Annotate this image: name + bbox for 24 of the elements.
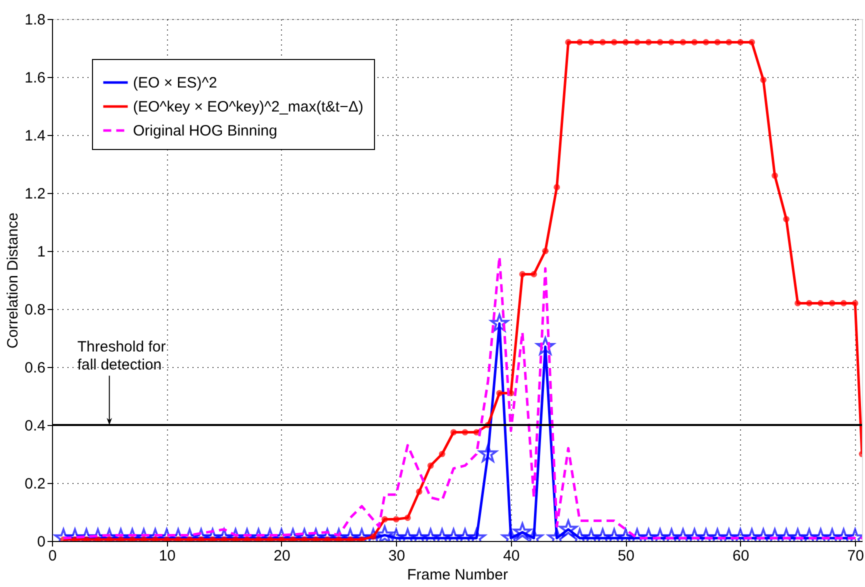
x-tick-label: 20 bbox=[274, 548, 290, 564]
y-tick-label: 0.4 bbox=[24, 418, 46, 434]
y-tick-label: 0 bbox=[37, 534, 46, 550]
y-tick-label: 0.6 bbox=[24, 360, 46, 376]
y-tick-label: 1.6 bbox=[24, 70, 46, 86]
legend-label: (EO^key × EO^key)^2_max(t&t−Δ) bbox=[133, 98, 364, 116]
x-tick-label: 60 bbox=[732, 548, 750, 564]
x-tick-label: 40 bbox=[503, 548, 520, 564]
legend-label: Original HOG Binning bbox=[133, 122, 278, 140]
y-tick-label: 0.2 bbox=[24, 476, 46, 492]
y-tick-label: 1.2 bbox=[24, 186, 46, 202]
legend-label: (EO × ES)^2 bbox=[133, 74, 218, 92]
x-axis-title: Frame Number bbox=[407, 566, 508, 584]
x-tick-label: 50 bbox=[618, 548, 634, 564]
x-tick-label: 70 bbox=[847, 548, 864, 564]
annotation: Threshold for fall detection bbox=[77, 338, 166, 374]
y-axis-title: Correlation Distance bbox=[4, 212, 22, 348]
x-tick-label: 0 bbox=[48, 548, 57, 564]
y-tick-label: 1.4 bbox=[24, 128, 46, 144]
y-tick-label: 0.8 bbox=[24, 302, 46, 318]
x-tick-label: 30 bbox=[388, 548, 406, 564]
x-tick-label: 10 bbox=[158, 548, 176, 564]
y-tick-label: 1.8 bbox=[24, 12, 46, 28]
y-tick-label: 1 bbox=[37, 244, 46, 260]
